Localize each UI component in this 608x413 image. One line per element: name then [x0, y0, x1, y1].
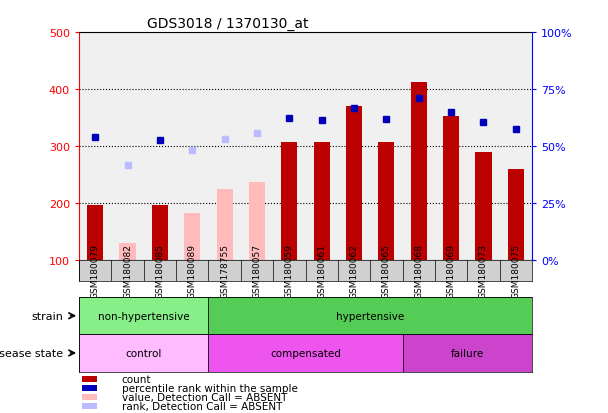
Bar — [508, 169, 524, 260]
Text: GSM178755: GSM178755 — [220, 243, 229, 298]
Bar — [79, 297, 209, 335]
Text: percentile rank within the sample: percentile rank within the sample — [122, 383, 297, 393]
Text: GSM180073: GSM180073 — [479, 243, 488, 298]
Bar — [410, 83, 427, 260]
Bar — [184, 213, 201, 260]
Bar — [443, 117, 459, 260]
Bar — [402, 335, 532, 372]
Bar — [82, 376, 97, 382]
Text: count: count — [122, 374, 151, 384]
Text: control: control — [126, 348, 162, 358]
Text: disease state: disease state — [0, 348, 63, 358]
Bar — [378, 142, 395, 260]
Text: GSM180061: GSM180061 — [317, 243, 326, 298]
Text: failure: failure — [451, 348, 484, 358]
Text: GSM180057: GSM180057 — [252, 243, 261, 298]
Bar — [282, 142, 297, 260]
Text: compensated: compensated — [270, 348, 341, 358]
Bar — [120, 243, 136, 260]
Text: GSM180068: GSM180068 — [414, 243, 423, 298]
Text: GSM180089: GSM180089 — [188, 243, 197, 298]
Text: GSM180085: GSM180085 — [156, 243, 164, 298]
Text: GSM180069: GSM180069 — [447, 243, 455, 298]
Bar — [249, 183, 265, 260]
Bar — [87, 205, 103, 260]
Bar — [216, 189, 233, 260]
Bar — [79, 335, 209, 372]
Text: GSM180065: GSM180065 — [382, 243, 391, 298]
Bar — [152, 205, 168, 260]
Bar — [314, 142, 330, 260]
Text: GSM180079: GSM180079 — [91, 243, 100, 298]
Bar — [475, 152, 491, 260]
Bar — [209, 335, 402, 372]
Text: value, Detection Call = ABSENT: value, Detection Call = ABSENT — [122, 392, 287, 402]
Bar — [346, 107, 362, 260]
Bar — [82, 385, 97, 391]
Text: non-hypertensive: non-hypertensive — [98, 311, 190, 321]
Text: GSM180075: GSM180075 — [511, 243, 520, 298]
Text: GSM180059: GSM180059 — [285, 243, 294, 298]
Text: GDS3018 / 1370130_at: GDS3018 / 1370130_at — [147, 17, 308, 31]
Bar — [209, 297, 532, 335]
Bar — [82, 404, 97, 409]
Text: GSM180062: GSM180062 — [350, 243, 359, 298]
Bar — [82, 394, 97, 400]
Text: GSM180082: GSM180082 — [123, 243, 132, 298]
Text: hypertensive: hypertensive — [336, 311, 404, 321]
Text: strain: strain — [31, 311, 63, 321]
Text: rank, Detection Call = ABSENT: rank, Detection Call = ABSENT — [122, 401, 282, 411]
